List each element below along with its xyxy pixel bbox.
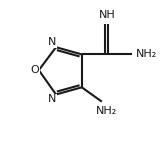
Text: NH₂: NH₂: [136, 49, 157, 59]
Text: NH: NH: [99, 10, 116, 20]
Text: O: O: [30, 65, 39, 75]
Text: N: N: [48, 37, 56, 47]
Text: N: N: [48, 94, 56, 105]
Text: NH₂: NH₂: [95, 106, 117, 116]
